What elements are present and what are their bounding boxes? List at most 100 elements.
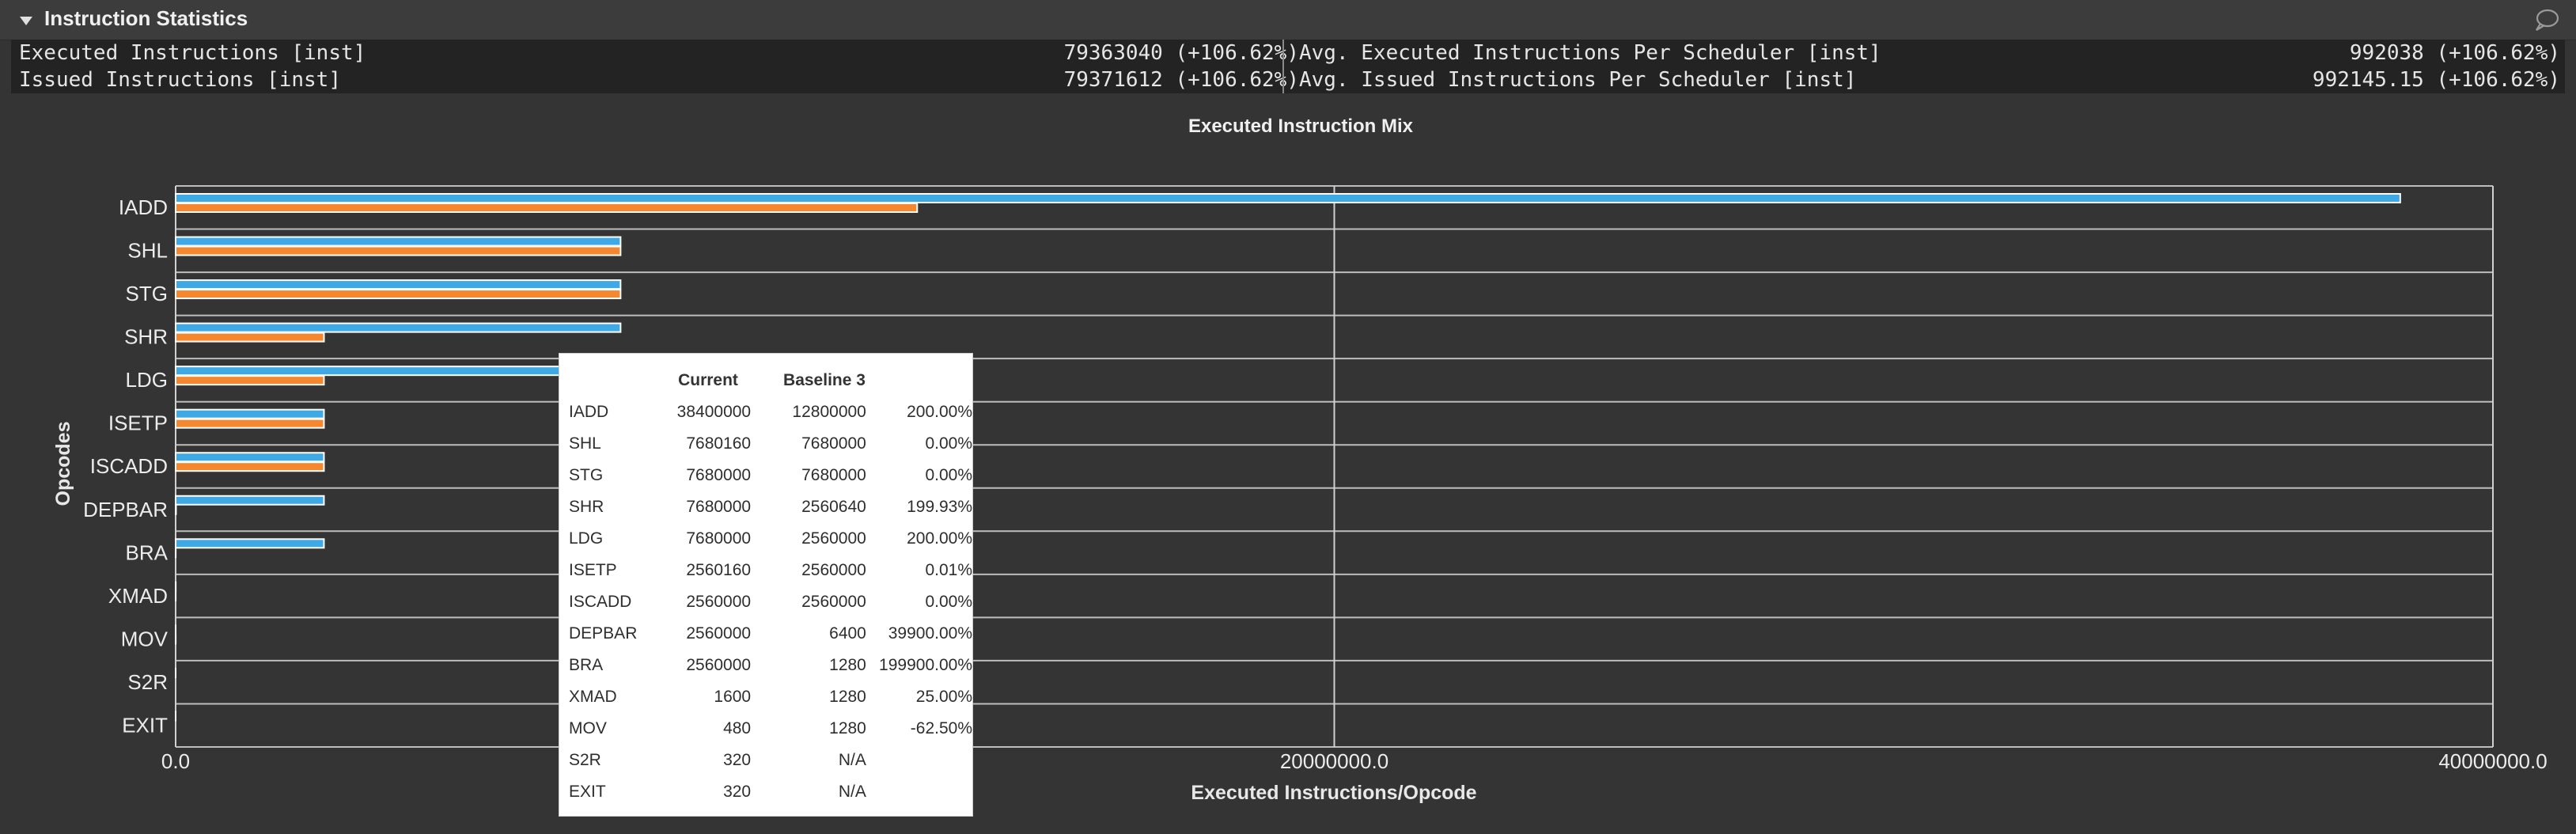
column-divider [1282,40,1284,93]
tooltip-cell: MOV [569,719,607,737]
y-axis-label: Opcodes [52,422,74,506]
tooltip-cell: 1280 [829,688,866,706]
metrics-table: Executed Instructions [inst] 79363040 (+… [11,40,2565,93]
bar-current [175,495,325,506]
bar-current [175,366,622,377]
tooltip-header-row: Current Baseline 3 [569,365,972,396]
tooltip-cell: 199.93% [907,498,972,516]
triangle-down-icon[interactable] [17,12,35,29]
tooltip-cell: 12800000 [792,403,866,421]
speech-bubble-icon[interactable] [2533,8,2560,32]
tooltip-cell: 0.00% [925,466,972,484]
tooltip-header: Baseline 3 [783,371,866,389]
tooltip-cell: 7680000 [801,434,866,453]
bar-baseline-3 [175,245,622,256]
section-header[interactable]: Instruction Statistics [0,0,2576,40]
metric-row: Issued Instructions [inst] 79371612 (+10… [11,66,2565,93]
chart-title: Executed Instruction Mix [1188,116,1414,137]
tooltip-cell: 200.00% [907,529,972,548]
tooltip-cell: ISETP [569,561,617,579]
tooltip-row: STG 7680000 7680000 0.00% [569,460,972,491]
bar-baseline-3 [175,289,622,300]
tooltip-cell: N/A [838,751,866,769]
bar-current [175,279,622,290]
tooltip-cell: 7680000 [686,498,752,516]
tooltip-cell [866,745,972,776]
tooltip-cell: BRA [569,656,604,674]
tooltip-cell: 2560000 [801,561,866,579]
tooltip-row: EXIT 320 N/A [569,776,972,808]
tooltip-body: IADD 38400000 12800000 200.00% SHL 7680160 768… [569,396,972,808]
tooltip-header [866,365,972,396]
tooltip-cell: 2560000 [801,529,866,548]
bar-current [175,452,325,463]
tooltip-cell: XMAD [569,688,617,706]
tooltip-row: SHL 7680160 7680000 0.00% [569,428,972,460]
chart-tooltip: Current Baseline 3 IADD 38400000 12800000 2… [559,353,973,817]
tooltip-cell: 320 [723,751,752,769]
tooltip-cell: EXIT [569,783,606,801]
tooltip-cell: 2560000 [686,656,752,674]
tooltip-cell: DEPBAR [569,624,638,643]
tooltip-cell: 2560000 [686,624,752,643]
tooltip-row: XMAD 1600 1280 25.00% [569,681,972,713]
tooltip-cell: 6400 [829,624,866,643]
tooltip-cell: 7680000 [686,529,752,548]
y-tick-labels: IADD SHL STG SHR LDG ISETP ISCADD DEPBAR BRA XMAD… [83,195,169,737]
bar-baseline-3 [175,203,919,213]
tooltip-row: SHR 7680000 2560640 199.93% [569,491,972,523]
metric-label: Executed Instructions [inst] [19,41,366,65]
tooltip-cell: 39900.00% [888,624,972,643]
metric-label: Avg. Executed Instructions Per Scheduler… [1299,41,1881,65]
tooltip-cell: 7680000 [801,466,866,484]
tooltip-row: ISETP 2560160 2560000 0.01% [569,555,972,586]
tooltip-cell: -62.50% [910,719,972,737]
tooltip-cell: S2R [569,751,601,769]
tooltip-header [569,365,642,396]
y-tick-label: ISETP [108,411,168,435]
tooltip-row: BRA 2560000 1280 199900.00% [569,650,972,681]
y-tick-label: IADD [119,195,168,219]
y-tick-label: LDG [126,368,168,392]
tooltip-cell: SHR [569,498,604,516]
section-title: Instruction Statistics [44,6,248,30]
y-tick-label: DEPBAR [83,498,168,521]
tooltip-cell [866,776,972,808]
tooltip-cell: 480 [723,719,752,737]
tooltip-cell: 200.00% [907,403,972,421]
x-tick-labels: 0.0 20000000.0 40000000.0 [161,749,2548,773]
y-tick-label: EXIT [122,713,168,737]
tooltip-cell: 2560000 [801,593,866,611]
instruction-mix-chart[interactable]: Executed Instruction Mix IADD SHL STG SHR LD… [0,93,2576,834]
tooltip-cell: IADD [569,403,609,421]
x-tick-label: 20000000.0 [1280,749,1388,773]
tooltip-row: LDG 7680000 2560000 200.00% [569,523,972,555]
tooltip-row: IADD 38400000 12800000 200.00% [569,396,972,428]
tooltip-cell: 320 [723,783,752,801]
y-tick-label: XMAD [108,584,168,608]
tooltip-table: Current Baseline 3 IADD 38400000 12800000 2… [569,365,972,808]
y-tick-label: MOV [121,627,169,650]
tooltip-cell: STG [569,466,604,484]
bar-baseline-3 [175,418,325,429]
tooltip-cell: ISCADD [569,593,632,611]
chart-grid [175,185,2494,748]
y-tick-label: ISCADD [90,454,168,478]
tooltip-header: Current [678,371,738,389]
chart-bars [175,193,2401,722]
tooltip-cell: 1280 [829,656,866,674]
tooltip-cell: 2560000 [686,593,752,611]
bar-current [175,408,325,419]
tooltip-cell: 2560160 [686,561,752,579]
bar-current [175,193,2401,203]
bar-baseline-3 [175,375,325,386]
tooltip-cell: 1280 [829,719,866,737]
tooltip-row: MOV 480 1280 -62.50% [569,713,972,745]
tooltip-cell: 1600 [714,688,752,706]
metric-row: Executed Instructions [inst] 79363040 (+… [11,40,2565,66]
metric-value: 79371612 (+106.62%) [1063,68,1299,92]
tooltip-cell: SHL [569,434,601,453]
tooltip-row: ISCADD 2560000 2560000 0.00% [569,586,972,618]
tooltip-row: DEPBAR 2560000 6400 39900.00% [569,618,972,650]
metric-value: 992145.15 (+106.62%) [2312,68,2560,92]
